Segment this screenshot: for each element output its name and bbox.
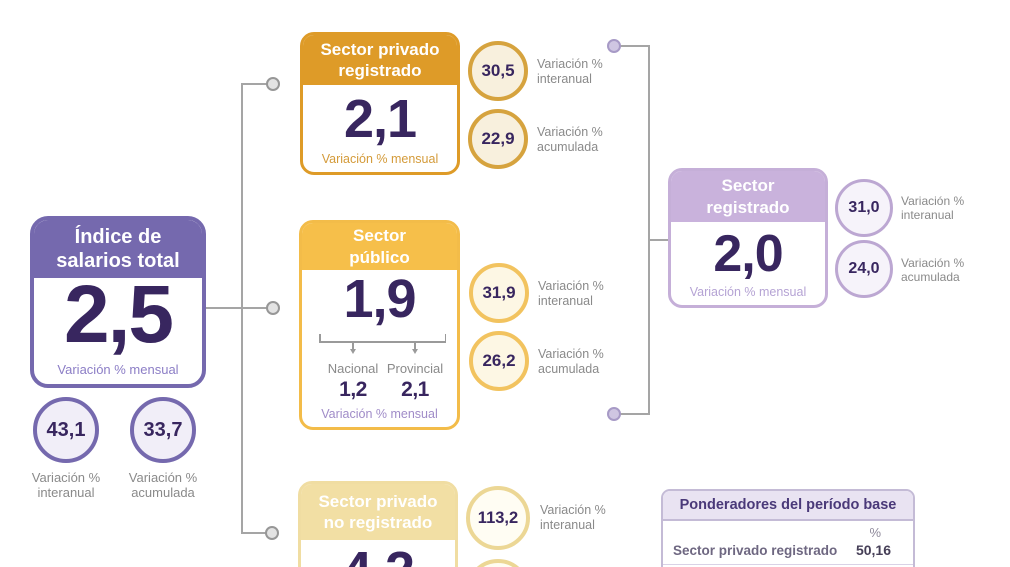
card-registered: Sector registrado 2,0 Variación % mensua…: [668, 168, 828, 308]
split-bracket-tick-left: [319, 334, 321, 342]
registered-accumulated-label: Variación % acumulada: [901, 256, 965, 285]
card-total-monthly-value: 2,5: [64, 269, 174, 360]
registered-accumulated-circle: 24,0: [835, 240, 893, 298]
private-registered-accumulated-value: 22,9: [481, 129, 515, 148]
registered-interannual-label: Variación % interanual: [901, 194, 965, 223]
left-branch-bottom-line: [241, 532, 267, 534]
private-registered-accumulated-label: Variación % acumulada: [537, 125, 603, 154]
left-trunk-line: [241, 84, 243, 534]
connector-dot: [266, 301, 280, 315]
private-unregistered-interannual-value: 113,2: [477, 508, 519, 527]
public-provincial-value: 2,1: [401, 378, 429, 401]
public-interannual-circle: 31,9: [469, 263, 529, 323]
total-interannual-value: 43,1: [46, 418, 86, 441]
public-national-value: 1,2: [339, 378, 367, 401]
weights-table: Ponderadores del período base % Sector p…: [661, 489, 915, 567]
card-public-monthly-label: Variación % mensual: [321, 407, 438, 421]
card-public-title: Sector público: [302, 223, 457, 270]
weights-row-label: Sector privado registrado: [673, 543, 838, 558]
private-unregistered-interannual-circle: 113,2: [466, 486, 530, 550]
public-interannual-label: Variación % interanual: [538, 279, 604, 308]
public-national-label: Nacional: [327, 361, 379, 376]
left-branch-top-line: [241, 83, 268, 85]
total-accumulated-label: Variación % acumulada: [128, 470, 198, 501]
split-bracket-drop-national: [352, 341, 354, 349]
right-trunk-line: [648, 46, 650, 415]
public-interannual-value: 31,9: [482, 283, 516, 302]
split-bracket: [319, 341, 446, 343]
card-public-monthly-value: 1,9: [343, 269, 416, 329]
registered-accumulated-value: 24,0: [848, 260, 880, 277]
registered-interannual-value: 31,0: [848, 199, 880, 216]
total-accumulated-circle: 33,7: [130, 397, 196, 463]
total-interannual-circle: 43,1: [33, 397, 99, 463]
right-branch-top-line: [620, 45, 650, 47]
private-registered-interannual-circle: 30,5: [468, 41, 528, 101]
public-accumulated-circle: 26,2: [469, 331, 529, 391]
total-interannual-label: Variación % interanual: [31, 470, 101, 501]
card-private-registered: Sector privado registrado 2,1 Variación …: [300, 32, 460, 175]
registered-interannual-circle: 31,0: [835, 179, 893, 237]
public-accumulated-label: Variación % acumulada: [538, 347, 604, 376]
connector-dot: [265, 526, 279, 540]
split-bracket-drop-provincial: [414, 341, 416, 349]
weights-row-value: 50,16: [855, 542, 891, 558]
connector-dot: [266, 77, 280, 91]
card-private-unregistered-monthly-value: 4,2: [301, 544, 455, 567]
card-private-registered-monthly-value: 2,1: [343, 89, 417, 149]
card-private-unregistered-title: Sector privado no registrado: [301, 484, 455, 540]
weights-table-title: Ponderadores del período base: [663, 491, 913, 521]
card-registered-monthly-label: Variación % mensual: [689, 285, 807, 299]
card-private-registered-title: Sector privado registrado: [303, 35, 457, 85]
card-registered-monthly-value: 2,0: [713, 225, 783, 283]
arrow-down-icon: [349, 349, 356, 354]
card-total: Índice de salarios total 2,5 Variación %…: [30, 216, 206, 388]
card-private-registered-monthly-label: Variación % mensual: [321, 152, 439, 166]
split-bracket-tick-right: [444, 334, 446, 342]
card-public: Sector público 1,9 Nacional Provincial 1…: [299, 220, 460, 430]
card-private-unregistered: Sector privado no registrado 4,2: [298, 481, 458, 567]
card-registered-title: Sector registrado: [671, 171, 825, 222]
card-total-monthly-label: Variación % mensual: [57, 362, 179, 377]
right-branch-card-line: [648, 239, 670, 241]
private-unregistered-interannual-label: Variación % interanual: [540, 503, 606, 532]
weights-table-unit-header: %: [869, 525, 881, 540]
connector-dot: [607, 39, 621, 53]
card-total-title: Índice de salarios total: [34, 220, 202, 278]
private-registered-interannual-label: Variación % interanual: [537, 57, 603, 86]
public-accumulated-value: 26,2: [482, 351, 516, 370]
arrow-down-icon: [411, 349, 418, 354]
total-accumulated-value: 33,7: [143, 418, 183, 441]
private-unregistered-accumulated-circle: [466, 559, 530, 567]
public-provincial-label: Provincial: [386, 361, 444, 376]
private-registered-accumulated-circle: 22,9: [468, 109, 528, 169]
right-branch-bottom-line: [620, 413, 650, 415]
private-registered-interannual-value: 30,5: [481, 61, 515, 80]
table-row: Sector privado registrado 50,16: [663, 540, 913, 565]
left-branch-middle-line: [206, 307, 268, 309]
connector-dot: [607, 407, 621, 421]
